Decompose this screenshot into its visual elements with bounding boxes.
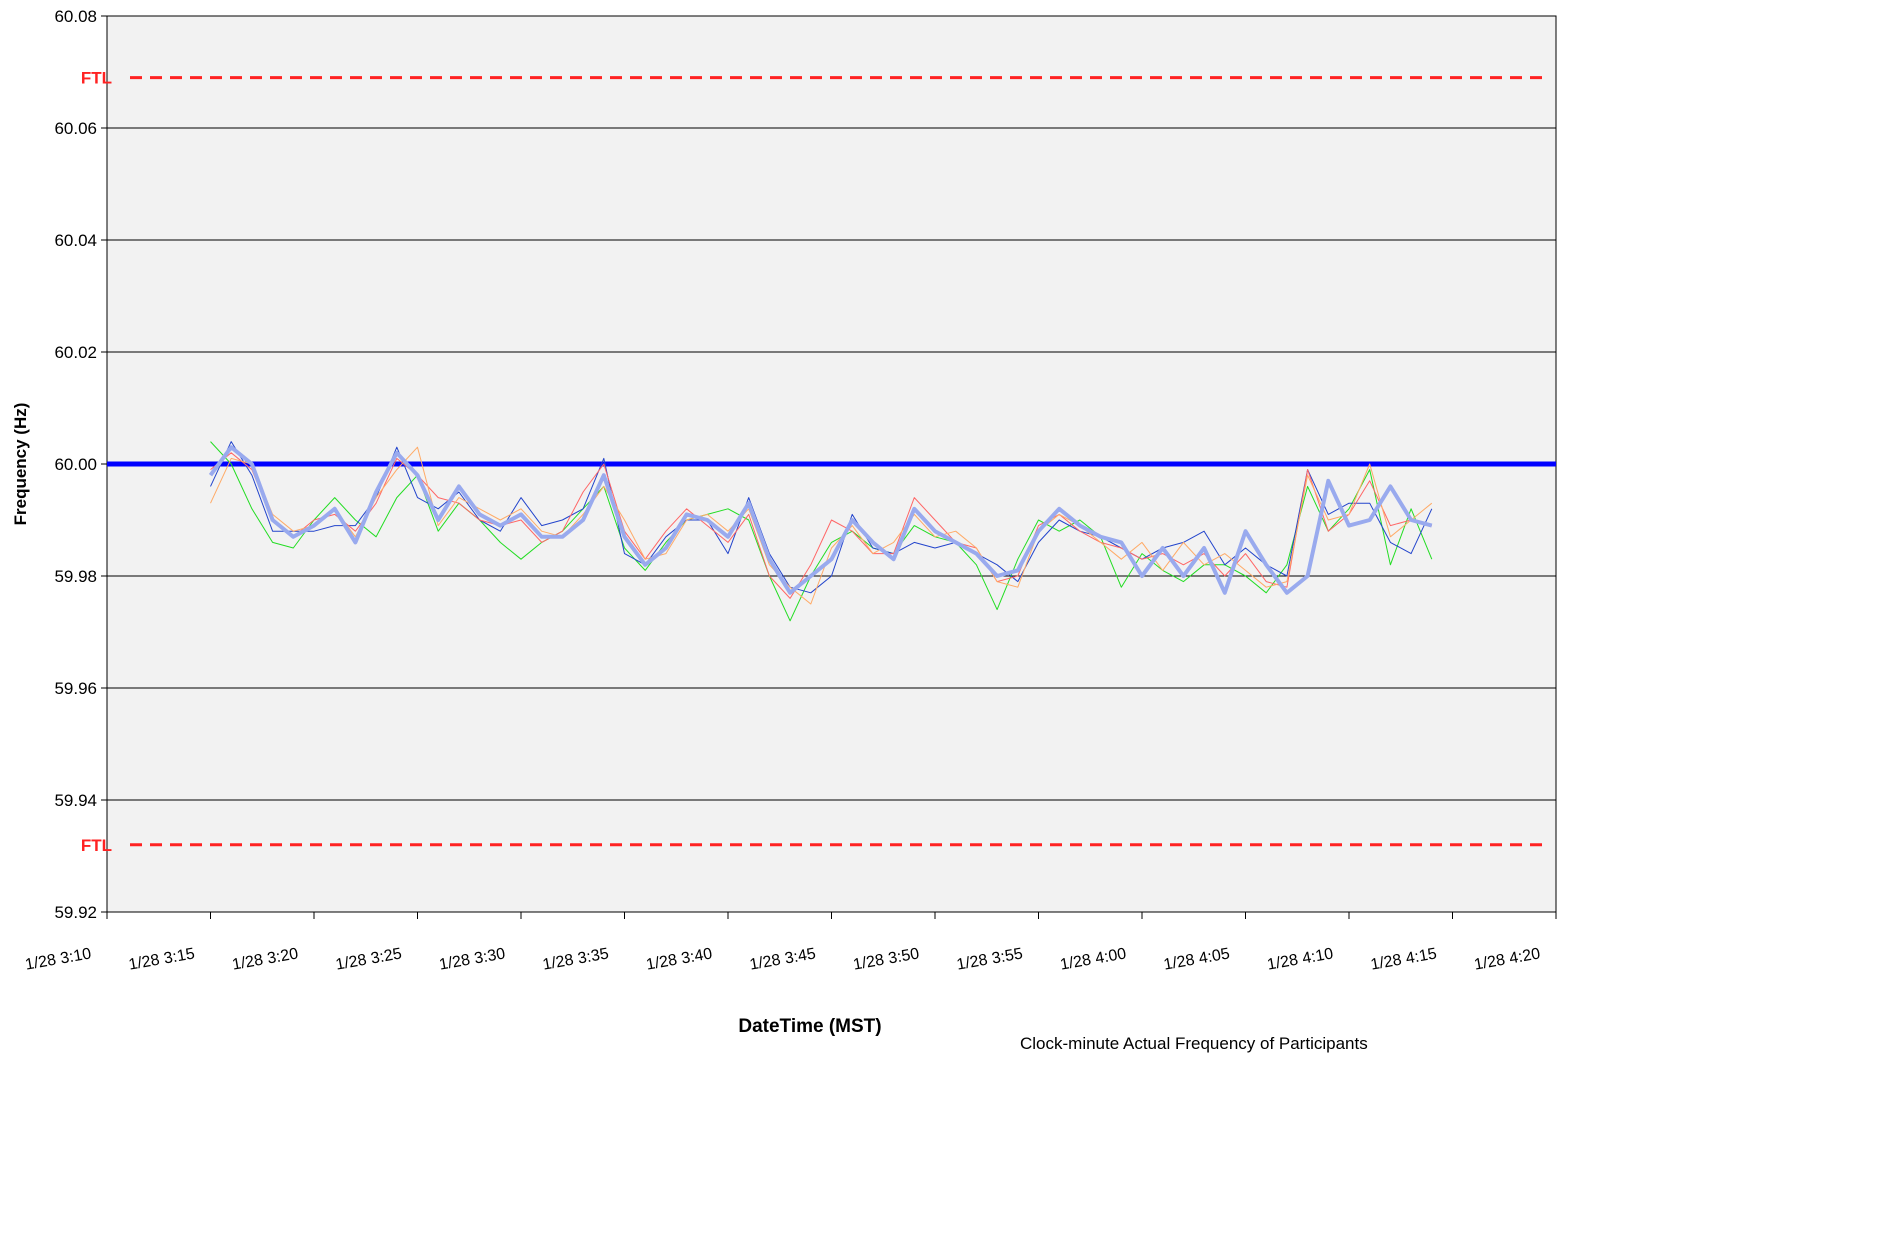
y-tick-label: 60.02: [54, 343, 97, 362]
y-tick-label: 60.06: [54, 119, 97, 138]
y-axis-label: Frequency (Hz): [11, 403, 30, 526]
series-line: [210, 441, 1433, 622]
x-axis-label: DateTime (MST): [738, 1016, 881, 1037]
x-tick-label: 1/28 3:25: [334, 945, 403, 973]
y-tick-label: 60.08: [54, 7, 97, 26]
x-tick-label: 1/28 3:40: [645, 945, 714, 973]
reference-label: FTL: [81, 69, 112, 88]
x-tick-label: 1/28 4:20: [1473, 945, 1542, 973]
y-tick-label: 60.04: [54, 231, 97, 250]
x-tick-label: 1/28 4:15: [1369, 945, 1438, 973]
y-tick-label: 59.98: [54, 567, 97, 586]
x-tick-label: 1/28 4:10: [1266, 945, 1335, 973]
x-tick-label: 1/28 3:55: [955, 945, 1024, 973]
x-tick-label: 1/28 3:10: [24, 945, 93, 973]
x-tick-label: 1/28 3:35: [541, 945, 610, 973]
x-tick-label: 1/28 4:05: [1162, 945, 1231, 973]
reference-label: FTL: [81, 836, 112, 855]
x-tick-label: 1/28 3:50: [852, 945, 921, 973]
series-line: [208, 445, 1433, 595]
x-tick-label: 1/28 3:15: [127, 945, 196, 973]
x-tick-label: 1/28 3:45: [748, 945, 817, 973]
x-tick-label: 1/28 3:30: [438, 945, 507, 973]
y-tick-label: 59.92: [54, 903, 97, 922]
y-tick-label: 59.94: [54, 791, 97, 810]
series-line: [210, 446, 1433, 605]
x-tick-label: 1/28 3:20: [231, 945, 300, 973]
y-tick-label: 59.96: [54, 679, 97, 698]
y-tick-label: 60.00: [54, 455, 97, 474]
series-line: [210, 441, 1433, 594]
x-tick-label: 1/28 4:00: [1059, 945, 1128, 973]
annotation: Clock-minute Actual Frequency of Partici…: [1020, 1034, 1368, 1053]
